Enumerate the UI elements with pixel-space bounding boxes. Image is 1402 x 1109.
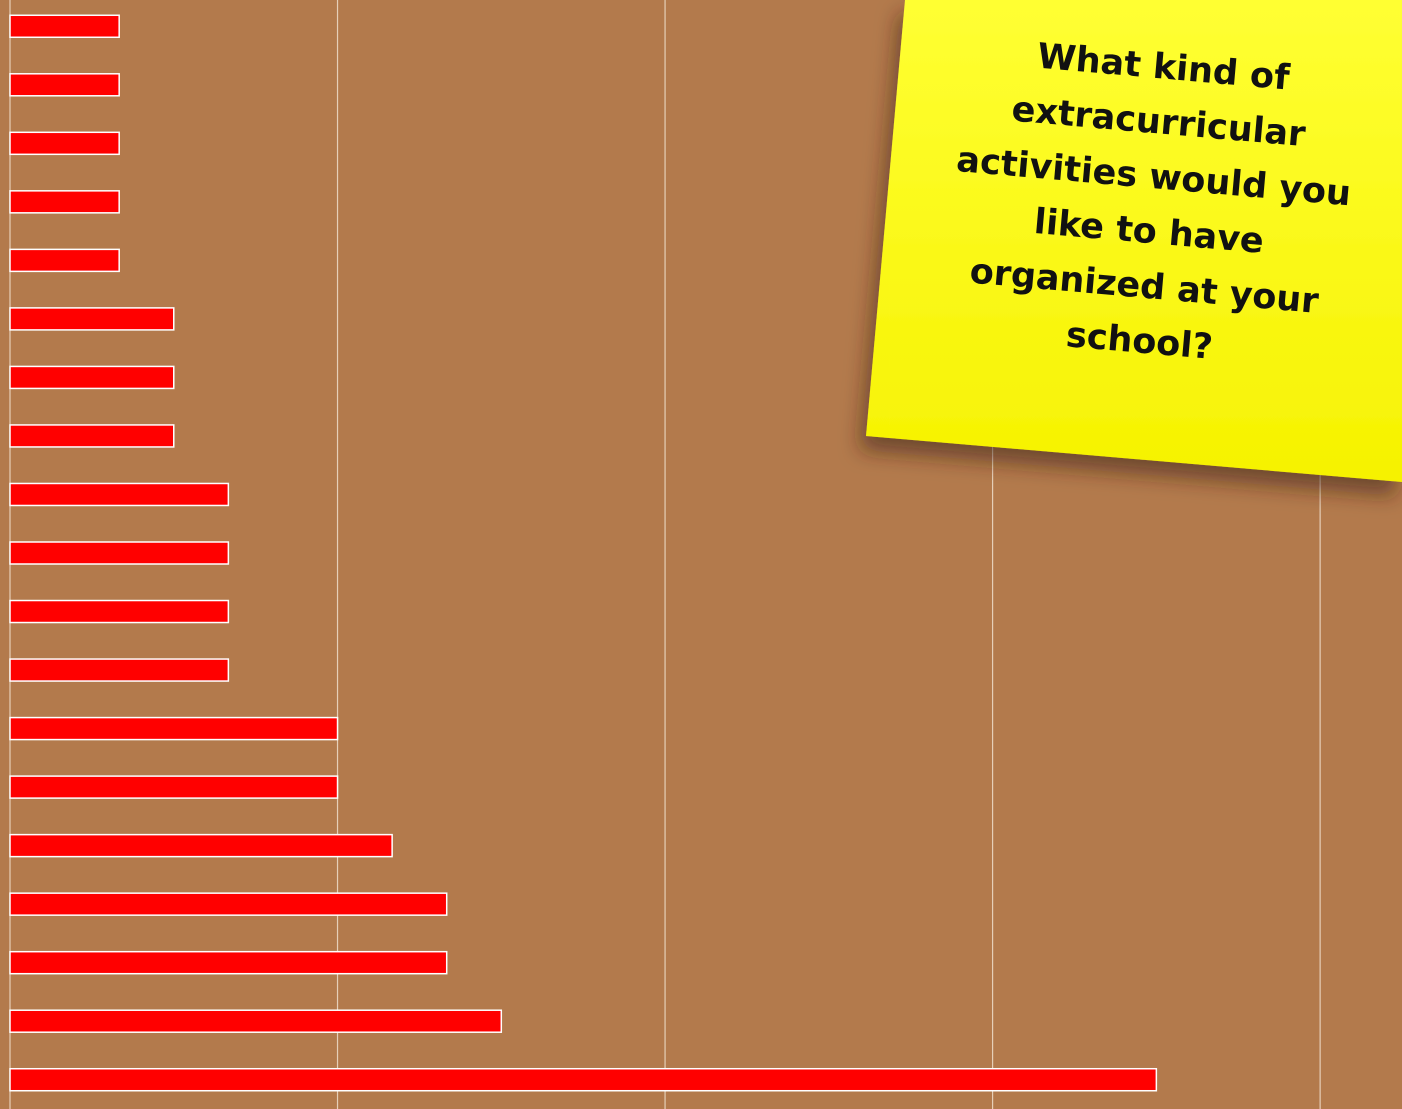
bar <box>9 950 448 975</box>
bar <box>9 1009 503 1033</box>
bar <box>9 541 230 565</box>
bar <box>9 775 339 799</box>
bar <box>9 658 230 682</box>
bar <box>9 424 175 448</box>
plot-area <box>9 0 1321 1109</box>
bar <box>9 482 230 507</box>
bar <box>9 248 120 273</box>
bar <box>9 73 120 97</box>
bar <box>9 14 120 39</box>
bar <box>9 1067 1158 1092</box>
bar <box>9 833 393 858</box>
bar <box>9 365 175 390</box>
chart-title: What kind of extracurricular activities … <box>954 36 1353 368</box>
bar <box>9 190 120 214</box>
bar <box>9 892 448 916</box>
note-box: What kind of extracurricular activities … <box>954 36 1353 368</box>
bar <box>9 131 120 156</box>
bar <box>9 599 230 624</box>
bar <box>9 307 175 331</box>
sticky-note <box>866 0 1402 482</box>
bar <box>9 716 339 741</box>
